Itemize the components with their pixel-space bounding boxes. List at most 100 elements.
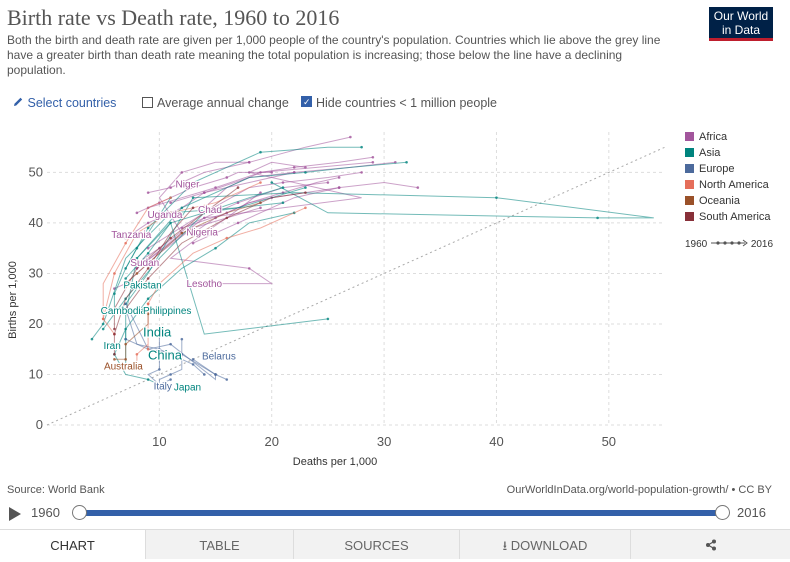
country-label[interactable]: Japan (173, 382, 202, 395)
tab-chart[interactable]: CHART (0, 530, 145, 559)
series-point (169, 211, 172, 215)
tab-share[interactable] (630, 530, 790, 559)
series-line[interactable] (102, 187, 284, 330)
series-line[interactable] (181, 177, 340, 229)
series-line[interactable] (147, 171, 362, 249)
slider-end-year: 2016 (737, 505, 766, 520)
series-point (135, 363, 139, 366)
country-label[interactable]: Niger (174, 178, 201, 191)
series-line[interactable] (114, 313, 149, 360)
series-line[interactable] (136, 182, 328, 264)
country-label[interactable]: India (142, 323, 173, 340)
legend-item[interactable]: North America (685, 179, 771, 195)
country-label[interactable]: Sudan (129, 257, 160, 270)
series-line[interactable] (113, 328, 160, 386)
series-point (214, 186, 217, 189)
country-label[interactable]: Uganda (146, 209, 184, 222)
country-label[interactable]: China (147, 346, 184, 363)
series-point (225, 216, 229, 220)
series-point (146, 347, 150, 351)
country-label[interactable]: Chad (197, 204, 223, 217)
series-line[interactable] (125, 221, 328, 365)
series-line[interactable] (192, 187, 340, 234)
series-line[interactable] (113, 187, 239, 329)
series-line[interactable] (102, 197, 171, 335)
country-label[interactable]: Italy (152, 381, 173, 394)
owid-logo[interactable]: Our World in Data (709, 7, 773, 41)
country-label[interactable]: Nigeria (185, 226, 219, 239)
play-icon[interactable] (9, 507, 21, 521)
slider-start-handle[interactable] (72, 505, 87, 520)
series-line[interactable] (136, 303, 149, 365)
y-tick-label: 50 (29, 164, 43, 179)
timeline-key-end: 2016 (750, 239, 774, 250)
country-label[interactable]: Australia (103, 360, 145, 373)
x-tick-label: 30 (377, 434, 391, 449)
series-line[interactable] (125, 212, 295, 330)
series-point (158, 383, 161, 386)
y-tick-label: 40 (29, 215, 43, 230)
slider-end-handle[interactable] (715, 505, 730, 520)
tab-table[interactable]: TABLE (145, 530, 293, 559)
series-line[interactable] (203, 161, 373, 209)
series-line[interactable] (192, 181, 418, 244)
series-line[interactable] (136, 161, 250, 269)
x-tick-label: 10 (152, 434, 166, 449)
country-label[interactable]: Tanzania (110, 229, 153, 242)
series-line[interactable] (125, 146, 362, 269)
series-line[interactable] (125, 303, 216, 381)
legend-item[interactable]: Africa (685, 131, 771, 147)
legend-item[interactable]: Oceania (685, 195, 771, 211)
hide-small-countries-checkbox[interactable] (301, 96, 312, 107)
country-label[interactable]: Lesotho (185, 278, 223, 291)
slider-track[interactable] (79, 510, 722, 516)
series-point (158, 332, 161, 336)
series-point (124, 302, 127, 306)
series-line[interactable] (125, 202, 261, 284)
series-point (124, 236, 127, 240)
legend-item[interactable]: Asia (685, 147, 771, 163)
series-point (124, 358, 127, 361)
series-point (146, 277, 150, 280)
series-point (326, 181, 330, 184)
series-point (169, 378, 172, 381)
series-point (349, 135, 352, 139)
country-label[interactable]: Cambodia (100, 305, 148, 318)
legend-swatch (685, 132, 694, 141)
country-label[interactable]: Iran (102, 340, 121, 353)
series-line[interactable] (125, 308, 205, 375)
series-point (146, 302, 150, 306)
series-point (495, 196, 498, 199)
series-line[interactable] (147, 156, 373, 209)
series-point (596, 216, 599, 220)
average-annual-change-toggle[interactable]: Average annual change (142, 96, 289, 110)
series-line[interactable] (136, 161, 407, 259)
series-line[interactable] (91, 187, 306, 340)
select-countries-button[interactable]: Select countries (12, 96, 116, 110)
series-point (304, 206, 307, 210)
series-line[interactable] (125, 192, 306, 310)
series-point (191, 358, 195, 361)
country-label[interactable]: Belarus (201, 350, 237, 363)
series-point (247, 267, 251, 270)
series-line[interactable] (147, 207, 306, 305)
series-line[interactable] (158, 339, 183, 386)
tab-download[interactable]: ⭳ DOWNLOAD (459, 530, 630, 559)
series-point (236, 221, 240, 225)
series-point (169, 342, 172, 346)
series-point (203, 282, 206, 285)
series-point (101, 317, 105, 321)
hide-small-countries-toggle[interactable]: Hide countries < 1 million people (301, 96, 497, 110)
country-label[interactable]: Pakistan (122, 280, 163, 293)
average-annual-change-checkbox[interactable] (142, 97, 153, 108)
country-label[interactable]: Philippines (142, 305, 193, 318)
series-line[interactable] (114, 182, 654, 315)
series-point (360, 145, 363, 149)
legend-item[interactable]: Europe (685, 163, 771, 179)
series-line[interactable] (113, 207, 194, 355)
series-line[interactable] (125, 171, 295, 239)
credit-link[interactable]: OurWorldInData.org/world-population-grow… (506, 484, 772, 496)
tab-sources[interactable]: SOURCES (293, 530, 459, 559)
series-line[interactable] (136, 161, 362, 269)
legend-item[interactable]: South America (685, 211, 771, 227)
